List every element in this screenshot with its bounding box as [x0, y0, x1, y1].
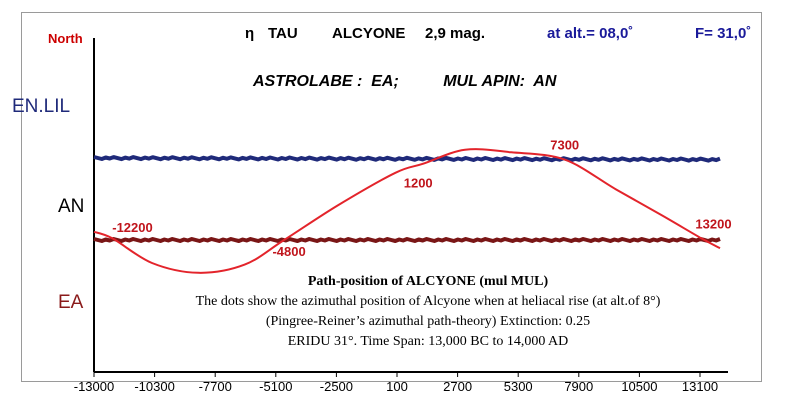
path-curve [93, 148, 721, 274]
subtitle: ASTROLABE : EA; MUL APIN: AN [252, 73, 557, 90]
x-tick-label: -13000 [74, 379, 114, 394]
crossing-label: -12200 [112, 220, 152, 235]
x-tick-label: 2700 [443, 379, 472, 394]
star-symbol: η [245, 25, 254, 42]
band-line-1 [93, 155, 721, 163]
star-code: TAU [268, 25, 298, 42]
caption-line-4: ERIDU 31°. Time Span: 13,000 BC to 14,00… [288, 334, 569, 349]
crossing-label: -4800 [272, 244, 305, 259]
x-tick-label: -5100 [259, 379, 292, 394]
x-tick-label: -2500 [320, 379, 353, 394]
caption-line-2: The dots show the azimuthal position of … [196, 294, 661, 309]
zone-label-ea: EA [58, 292, 84, 313]
chart-marks: -12200 -4800 1200 7300 13200 [93, 138, 732, 274]
crossing-label: 7300 [550, 138, 579, 153]
f-value-label: F= 31,0˚ [695, 25, 751, 42]
x-tick-label: -7700 [199, 379, 232, 394]
altitude-label: at alt.= 08,0˚ [547, 25, 633, 42]
x-tick-label: 100 [386, 379, 408, 394]
x-tick-label: 13100 [682, 379, 718, 394]
chart-frame [21, 12, 762, 382]
x-tick-labels: -13000 -10300 -7700 -5100 -2500 100 2700 5300 79… [74, 372, 718, 394]
crossing-label: 13200 [695, 216, 731, 231]
zone-label-enlil: EN.LIL [12, 96, 70, 117]
x-tick-label: -10300 [134, 379, 174, 394]
band-line-2 [93, 237, 721, 243]
x-tick-label: 5300 [504, 379, 533, 394]
caption-line-3: (Pingree-Reiner’s azimuthal path-theory)… [266, 314, 590, 329]
x-tick-label: 10500 [621, 379, 657, 394]
x-tick-label: 7900 [564, 379, 593, 394]
crossing-label: 1200 [404, 176, 433, 191]
caption-title: Path-position of ALCYONE (mul MUL) [308, 274, 549, 289]
star-name: ALCYONE [332, 25, 405, 42]
magnitude-label: 2,9 mag. [425, 25, 485, 42]
north-label: North [48, 31, 83, 46]
zone-label-an: AN [58, 196, 84, 217]
